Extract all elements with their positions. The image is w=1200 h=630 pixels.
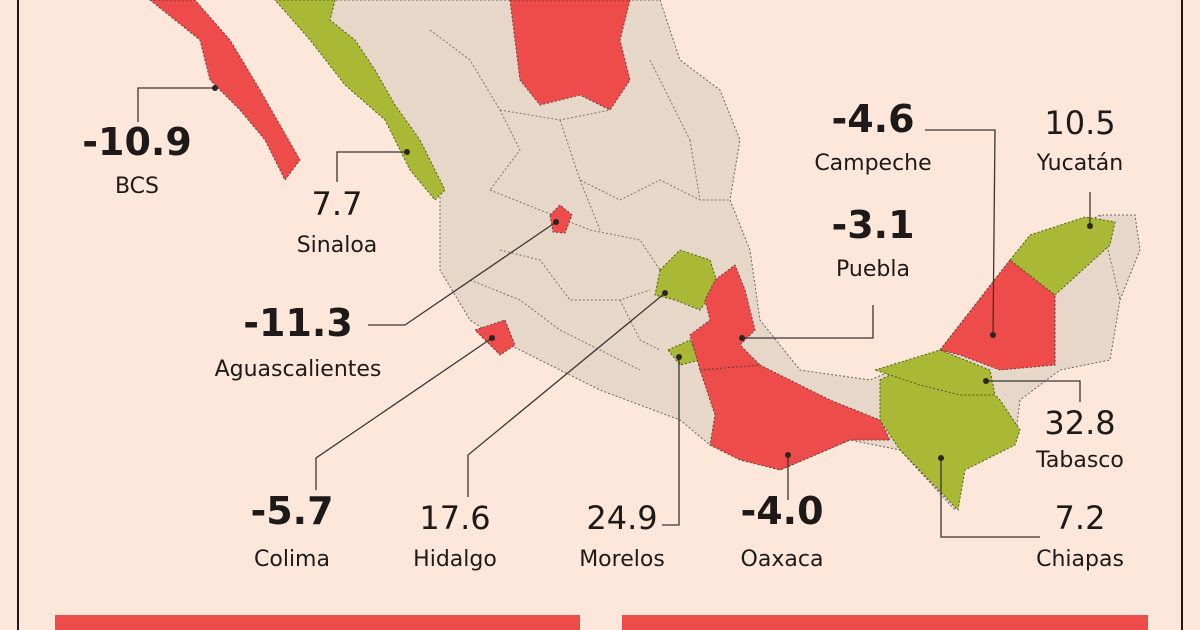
state-name: Yucatán <box>1036 151 1124 176</box>
state-name: Tabasco <box>1035 448 1124 473</box>
state-value: -5.7 <box>250 489 333 533</box>
leader-line <box>742 305 874 339</box>
state-name: Hidalgo <box>413 547 497 572</box>
leader-dot <box>553 219 559 225</box>
state-name: Aguascalientes <box>215 357 382 382</box>
state-value: 7.2 <box>1055 499 1106 537</box>
leader-line <box>467 292 666 497</box>
state-value: 7.7 <box>312 185 363 223</box>
leader-line <box>315 337 493 490</box>
region-colima <box>474 319 516 356</box>
state-name: Campeche <box>814 151 931 176</box>
state-value: 24.9 <box>586 499 657 537</box>
region-bcs <box>149 0 301 181</box>
state-name: BCS <box>115 174 159 199</box>
footer-box-right <box>622 615 1148 630</box>
state-value: -3.1 <box>831 203 914 247</box>
leader-line <box>986 380 1081 402</box>
state-value: 32.8 <box>1044 404 1115 442</box>
leader-dot <box>212 85 218 91</box>
leader-dot <box>739 335 745 341</box>
region-aguascalientes <box>549 204 573 234</box>
region-yucatan <box>1009 216 1116 296</box>
state-value: -4.0 <box>740 489 823 533</box>
state-name: Morelos <box>579 547 665 572</box>
leader-dot <box>1087 223 1093 229</box>
state-name: Colima <box>254 547 330 572</box>
state-name: Puebla <box>836 257 910 282</box>
leader-line <box>662 357 680 526</box>
leader-dot <box>990 332 996 338</box>
state-name: Chiapas <box>1036 547 1124 572</box>
leader-dot <box>983 378 989 384</box>
leader-line <box>336 151 407 182</box>
footer-box-left <box>55 615 580 630</box>
leader-line <box>925 129 996 336</box>
state-name: Sinaloa <box>297 233 378 258</box>
region-campeche <box>939 259 1056 371</box>
region-chihuahua <box>509 0 631 111</box>
state-value: -4.6 <box>831 97 914 141</box>
leader-dot <box>489 335 495 341</box>
leader-dot <box>662 290 668 296</box>
state-value: 10.5 <box>1044 104 1115 142</box>
leader-dot <box>785 452 791 458</box>
region-oaxaca <box>699 364 891 471</box>
leader-dot <box>676 354 682 360</box>
state-value: -11.3 <box>243 301 353 345</box>
state-name: Oaxaca <box>741 547 824 572</box>
leader-line <box>137 87 215 122</box>
leader-line <box>940 458 1040 538</box>
leader-line <box>368 221 557 326</box>
state-value: 17.6 <box>419 499 490 537</box>
leader-dot <box>404 149 410 155</box>
state-value: -10.9 <box>82 120 192 164</box>
region-morelos <box>667 339 701 366</box>
state-borders <box>429 29 1121 371</box>
region-sinaloa <box>274 0 446 201</box>
region-puebla <box>689 264 761 381</box>
leader-dot <box>938 455 944 461</box>
